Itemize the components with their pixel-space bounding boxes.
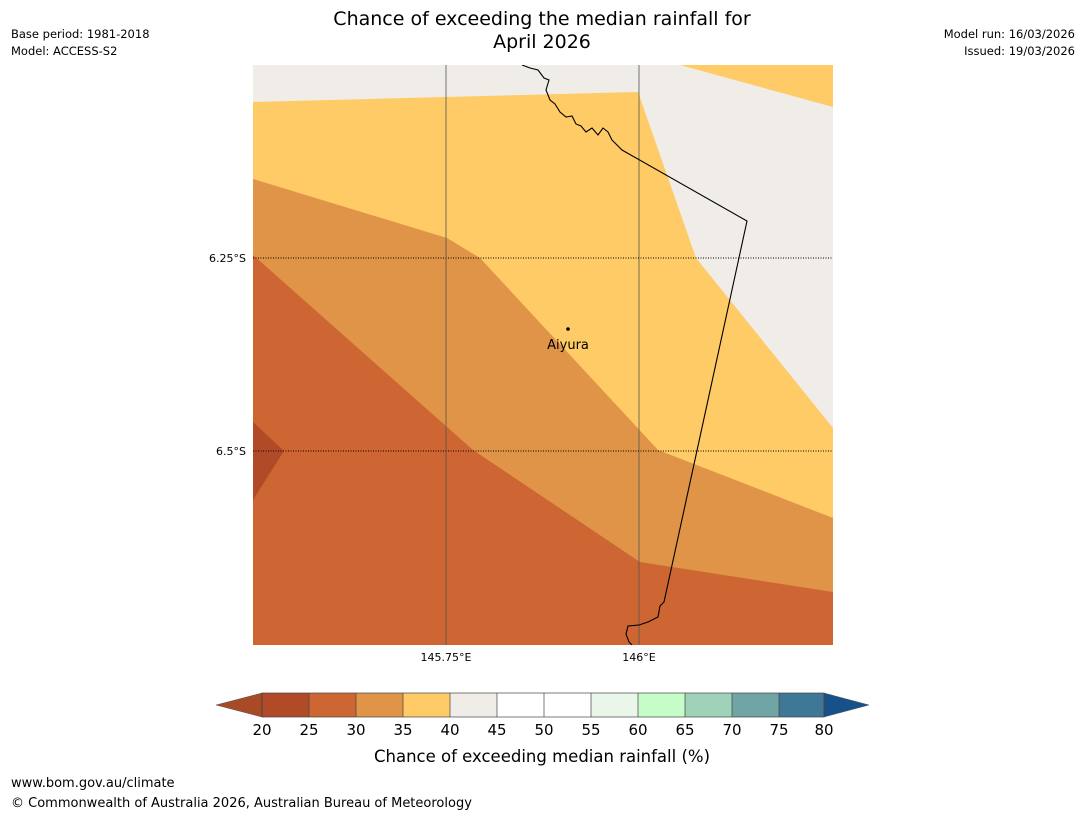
colorbar-tick-30: 30 xyxy=(346,721,365,739)
model-run: Model run: 16/03/2026 xyxy=(943,27,1075,41)
map-title-line1: Chance of exceeding the median rainfall … xyxy=(333,8,751,30)
colorbar-tick-35: 35 xyxy=(393,721,412,739)
zone-20-25 xyxy=(253,422,284,500)
colorbar-tick-65: 65 xyxy=(675,721,694,739)
zone-35-40-corner xyxy=(680,65,833,107)
colorbar-20-25 xyxy=(262,693,309,717)
colorbar-tick-50: 50 xyxy=(534,721,553,739)
colorbar-tick-60: 60 xyxy=(628,721,647,739)
colorbar-50-55 xyxy=(544,693,591,717)
colorbar-30-35 xyxy=(356,693,403,717)
colorbar-tick-55: 55 xyxy=(581,721,600,739)
issued-date: Issued: 19/03/2026 xyxy=(964,44,1075,58)
map-title-line2: April 2026 xyxy=(493,31,591,53)
lat-label-6-5: 6.5°S xyxy=(216,445,246,458)
aiyura-marker xyxy=(566,327,570,331)
colorbar-outline xyxy=(261,692,825,718)
colorbar-above-80 xyxy=(823,692,870,718)
aiyura-label: Aiyura xyxy=(547,338,589,353)
colorbar-tick-40: 40 xyxy=(440,721,459,739)
colorbar-tick-80: 80 xyxy=(814,721,833,739)
colorbar-55-60 xyxy=(591,693,638,717)
boundary-line xyxy=(521,65,748,645)
colorbar-below-20 xyxy=(215,692,263,718)
meta-left: Base period: 1981-2018 Model: ACCESS-S2 xyxy=(11,26,150,60)
map-area xyxy=(253,65,833,645)
colorbar-45-50 xyxy=(497,693,544,717)
lon-label-146: 146°E xyxy=(622,651,655,664)
map-title: Chance of exceeding the median rainfall … xyxy=(292,8,792,54)
colorbar-tick-75: 75 xyxy=(769,721,788,739)
footer-copyright: © Commonwealth of Australia 2026, Austra… xyxy=(11,796,472,811)
colorbar-25-30 xyxy=(309,693,356,717)
colorbar-75-80 xyxy=(779,693,824,717)
colorbar-label: Chance of exceeding median rainfall (%) xyxy=(374,747,710,766)
lon-label-145-75: 145.75°E xyxy=(421,651,472,664)
colorbar-tick-25: 25 xyxy=(299,721,318,739)
map-svg: Aiyura 6.25°S 6.5°S 145.75°E 146°E xyxy=(209,65,833,664)
colorbar-35-40 xyxy=(403,693,450,717)
base-period: Base period: 1981-2018 xyxy=(11,27,150,41)
colorbar-tick-70: 70 xyxy=(722,721,741,739)
colorbar-tick-20: 20 xyxy=(252,721,271,739)
model-name: Model: ACCESS-S2 xyxy=(11,44,118,58)
meta-right: Model run: 16/03/2026 Issued: 19/03/2026 xyxy=(944,26,1075,60)
colorbar: 20 25 30 35 40 45 50 55 60 65 70 75 80 C… xyxy=(215,692,870,766)
lat-label-6-25: 6.25°S xyxy=(209,252,246,265)
footer-url: www.bom.gov.au/climate xyxy=(11,776,175,791)
colorbar-65-70 xyxy=(685,693,732,717)
colorbar-tick-45: 45 xyxy=(487,721,506,739)
colorbar-70-75 xyxy=(732,693,779,717)
zone-25-30 xyxy=(253,255,833,645)
colorbar-60-65 xyxy=(638,693,685,717)
colorbar-40-45 xyxy=(450,693,497,717)
